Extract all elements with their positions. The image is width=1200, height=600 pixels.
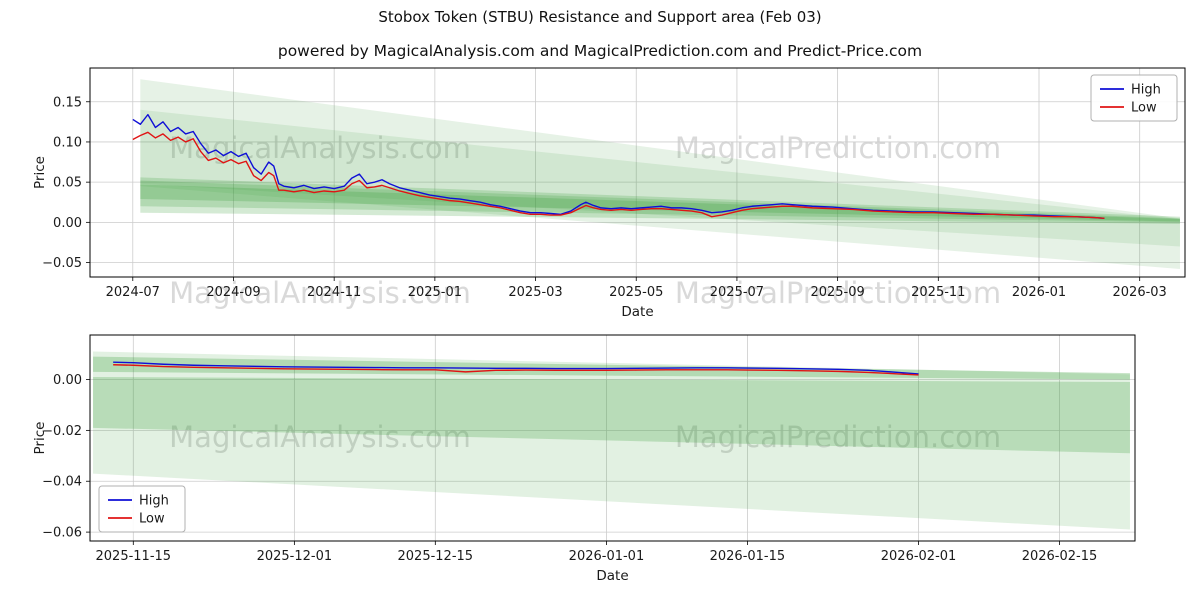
svg-text:0.10: 0.10 <box>53 135 82 150</box>
grid-lines <box>90 68 1185 277</box>
price-chart-zoom: 2025-11-15 2025-12-01 2025-12-15 2026-01-01… <box>30 325 1190 600</box>
support-resistance-bands <box>140 79 1180 269</box>
support-resistance-bands <box>93 351 1130 530</box>
legend-high-label: High <box>1131 83 1161 98</box>
svg-text:−0.04: −0.04 <box>42 475 82 490</box>
svg-text:2024-09: 2024-09 <box>206 285 260 300</box>
watermark-prediction: MagicalPrediction.com <box>674 420 1002 454</box>
legend: High Low <box>98 485 186 533</box>
svg-text:0.15: 0.15 <box>53 95 82 110</box>
watermark-analysis: MagicalAnalysis.com <box>169 276 471 310</box>
svg-text:2026-03: 2026-03 <box>1113 285 1167 300</box>
svg-text:2025-03: 2025-03 <box>508 285 562 300</box>
svg-text:2025-11-15: 2025-11-15 <box>96 549 172 564</box>
price-chart-main: 2024-07 2024-09 2024-11 2025-01 2025-03 2025-… <box>30 60 1190 320</box>
svg-text:0.00: 0.00 <box>53 373 82 388</box>
y-tick-labels: 0.00 −0.02 −0.04 −0.06 <box>42 373 82 541</box>
y-tick-labels: 0.15 0.10 0.05 0.00 −0.05 <box>42 95 82 271</box>
legend: High Low <box>1090 74 1178 122</box>
x-axis-label: Date <box>621 304 653 320</box>
svg-text:2025-12-01: 2025-12-01 <box>257 549 333 564</box>
svg-text:2025-01: 2025-01 <box>408 285 462 300</box>
svg-text:2025-05: 2025-05 <box>609 285 663 300</box>
legend-box <box>98 485 186 533</box>
legend-box <box>1090 74 1178 122</box>
tick-marks <box>86 379 1060 545</box>
x-tick-labels: 2024-07 2024-09 2024-11 2025-01 2025-03 2025-… <box>106 285 1167 300</box>
watermark-analysis: MagicalAnalysis.com <box>169 420 471 454</box>
svg-text:2025-09: 2025-09 <box>810 285 864 300</box>
x-axis-label: Date <box>596 568 628 584</box>
legend-low-label: Low <box>139 512 165 527</box>
svg-text:−0.05: −0.05 <box>42 256 82 271</box>
low-line <box>132 131 1105 220</box>
plot-frame <box>89 67 1186 278</box>
svg-text:−0.06: −0.06 <box>42 526 82 541</box>
high-line <box>132 113 1105 220</box>
low-line <box>113 364 919 376</box>
svg-text:2026-02-15: 2026-02-15 <box>1022 549 1098 564</box>
x-tick-labels: 2025-11-15 2025-12-01 2025-12-15 2026-01-01… <box>96 549 1098 564</box>
svg-text:0.05: 0.05 <box>53 176 82 191</box>
svg-text:2026-01-15: 2026-01-15 <box>710 549 786 564</box>
legend-low-label: Low <box>1131 101 1157 116</box>
tick-marks <box>86 101 1141 281</box>
watermark-prediction: MagicalPrediction.com <box>674 276 1002 310</box>
watermark-analysis: MagicalAnalysis.com <box>169 131 471 165</box>
svg-text:2026-01: 2026-01 <box>1012 285 1066 300</box>
svg-text:2024-07: 2024-07 <box>106 285 160 300</box>
plot-frame <box>89 334 1136 542</box>
legend-high-label: High <box>139 494 169 509</box>
svg-text:−0.02: −0.02 <box>42 424 82 439</box>
svg-text:2025-12-15: 2025-12-15 <box>398 549 474 564</box>
figure-title: Stobox Token (STBU) Resistance and Suppo… <box>378 8 822 26</box>
high-line <box>113 361 919 375</box>
svg-text:2025-07: 2025-07 <box>710 285 764 300</box>
svg-text:2026-02-01: 2026-02-01 <box>881 549 957 564</box>
svg-text:2026-01-01: 2026-01-01 <box>569 549 645 564</box>
y-axis-label: Price <box>32 422 48 455</box>
svg-text:2024-11: 2024-11 <box>307 285 361 300</box>
svg-text:0.00: 0.00 <box>53 216 82 231</box>
y-axis-label: Price <box>32 156 48 189</box>
grid-lines <box>90 335 1135 541</box>
figure-subtitle: powered by MagicalAnalysis.com and Magic… <box>277 42 923 60</box>
svg-text:2025-11: 2025-11 <box>911 285 965 300</box>
